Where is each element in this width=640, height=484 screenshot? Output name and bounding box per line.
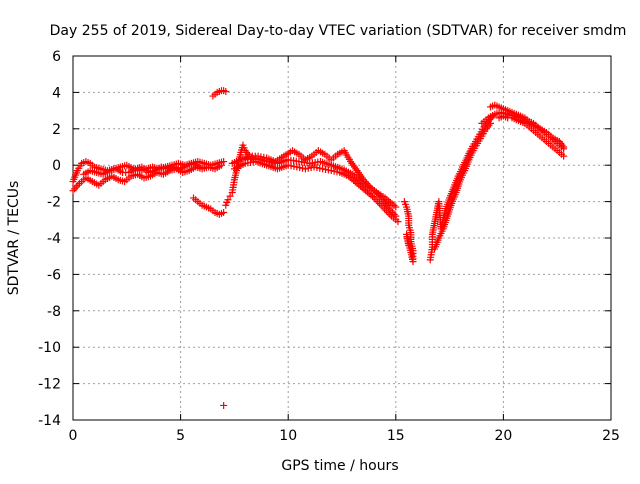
x-tick-label: 15 [387, 428, 405, 444]
y-tick-label: -10 [38, 340, 61, 356]
data-point [69, 187, 77, 195]
y-tick-label: -14 [38, 413, 61, 429]
data-point [220, 209, 228, 217]
data-point [72, 183, 80, 191]
data-point [71, 185, 79, 193]
x-tick-label: 25 [602, 428, 620, 444]
data-points [69, 87, 568, 409]
data-point [222, 87, 230, 95]
x-tick-label: 20 [494, 428, 512, 444]
y-tick-label: -12 [38, 377, 61, 393]
data-point [224, 196, 232, 204]
y-tick-label: -6 [47, 267, 61, 283]
data-point [220, 401, 228, 409]
data-point [217, 161, 225, 169]
data-point [196, 163, 204, 171]
y-tick-label: -8 [47, 304, 61, 320]
y-tick-label: 6 [52, 49, 61, 65]
y-axis-label: SDTVAR / TECUs [6, 181, 22, 296]
x-tick-label: 5 [176, 428, 185, 444]
tick-labels: 0 5 10 15 20 25 -14 -12 -10 -8 -6 -4 -2 0 2 4 6 [38, 49, 620, 444]
chart-title: Day 255 of 2019, Sidereal Day-to-day VTE… [50, 23, 627, 39]
data-point [220, 158, 228, 166]
y-tick-label: -2 [47, 195, 61, 211]
data-point [226, 192, 234, 200]
axes [72, 55, 612, 421]
data-point [405, 241, 413, 249]
data-point [394, 218, 402, 226]
x-tick-label: 0 [69, 428, 78, 444]
x-tick-label: 10 [279, 428, 297, 444]
data-point [560, 152, 568, 160]
data-point [375, 199, 383, 207]
data-point [486, 119, 494, 127]
y-tick-label: -4 [47, 231, 61, 247]
x-axis-label: GPS time / hours [281, 458, 398, 474]
y-tick-label: 2 [52, 122, 61, 138]
y-tick-label: 0 [52, 158, 61, 174]
data-point [560, 143, 568, 151]
grid-lines [73, 56, 611, 420]
data-point [369, 193, 377, 201]
data-point [392, 203, 400, 211]
data-point [74, 181, 82, 189]
y-tick-label: 4 [52, 85, 61, 101]
